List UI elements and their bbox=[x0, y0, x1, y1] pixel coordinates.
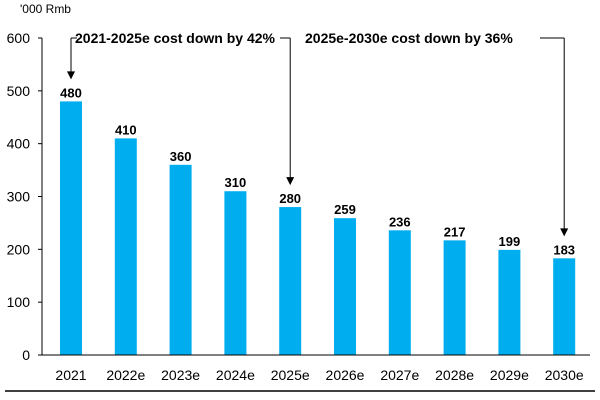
bar-2025e bbox=[279, 207, 302, 355]
y-axis-ticks: 0 100 200 300 400 500 600 bbox=[7, 30, 42, 363]
value-label: 217 bbox=[444, 224, 466, 239]
bar-2021 bbox=[60, 101, 82, 356]
x-tick-label: 2023e bbox=[161, 367, 200, 383]
annotation-text: 2025e-2030e cost down by 36% bbox=[305, 30, 513, 46]
value-label: 410 bbox=[115, 122, 137, 137]
bar-2026e bbox=[334, 218, 356, 355]
annotation-text: 2021-2025e cost down by 42% bbox=[75, 30, 276, 46]
x-tick-label: 2029e bbox=[490, 367, 529, 383]
x-tick-label: 2030e bbox=[545, 367, 584, 383]
y-tick-label: 200 bbox=[7, 241, 31, 257]
y-tick-label: 500 bbox=[7, 83, 31, 99]
value-label: 199 bbox=[499, 234, 521, 249]
annotation-arrowhead bbox=[560, 228, 569, 237]
bar-2028e bbox=[443, 240, 466, 355]
x-tick-label: 2025e bbox=[271, 367, 310, 383]
x-tick-label: 2028e bbox=[435, 367, 474, 383]
y-tick-label: 300 bbox=[7, 189, 31, 205]
x-tick-label: 2021 bbox=[55, 367, 86, 383]
x-axis-ticks: 2021 2022e 2023e 2024e 2025e 2026e 2027e 2028e 2… bbox=[55, 367, 583, 383]
bar-2023e bbox=[169, 164, 192, 355]
bar-2027e bbox=[388, 230, 411, 355]
x-tick-label: 2027e bbox=[380, 367, 419, 383]
x-tick-label: 2022e bbox=[106, 367, 145, 383]
y-axis-unit-label: '000 Rmb bbox=[20, 2, 71, 16]
annotation-arrowhead bbox=[67, 71, 75, 80]
annotation-arrowhead bbox=[286, 177, 295, 186]
y-tick-label: 100 bbox=[7, 294, 31, 310]
y-tick-label: 0 bbox=[22, 347, 30, 363]
value-label: 280 bbox=[279, 191, 301, 206]
value-label: 236 bbox=[389, 214, 411, 229]
bar-2029e bbox=[498, 249, 521, 355]
y-tick-label: 600 bbox=[7, 30, 31, 46]
x-tick-label: 2024e bbox=[216, 367, 255, 383]
bar-2024e bbox=[224, 191, 247, 355]
x-tick-label: 2026e bbox=[326, 367, 365, 383]
value-label: 310 bbox=[225, 175, 247, 190]
value-label: 183 bbox=[553, 242, 575, 257]
value-label: 259 bbox=[334, 202, 356, 217]
value-label: 360 bbox=[170, 149, 192, 164]
bar-2022e bbox=[114, 138, 137, 355]
value-label: 480 bbox=[60, 85, 82, 100]
annotations: 2021-2025e cost down by 42% 2025e-2030e c… bbox=[67, 30, 569, 237]
value-labels: 480 410 360 310 280 259 236 217 199 183 bbox=[60, 85, 575, 257]
y-tick-label: 400 bbox=[7, 136, 31, 152]
bar-2030e bbox=[553, 258, 576, 355]
bars bbox=[60, 101, 576, 356]
